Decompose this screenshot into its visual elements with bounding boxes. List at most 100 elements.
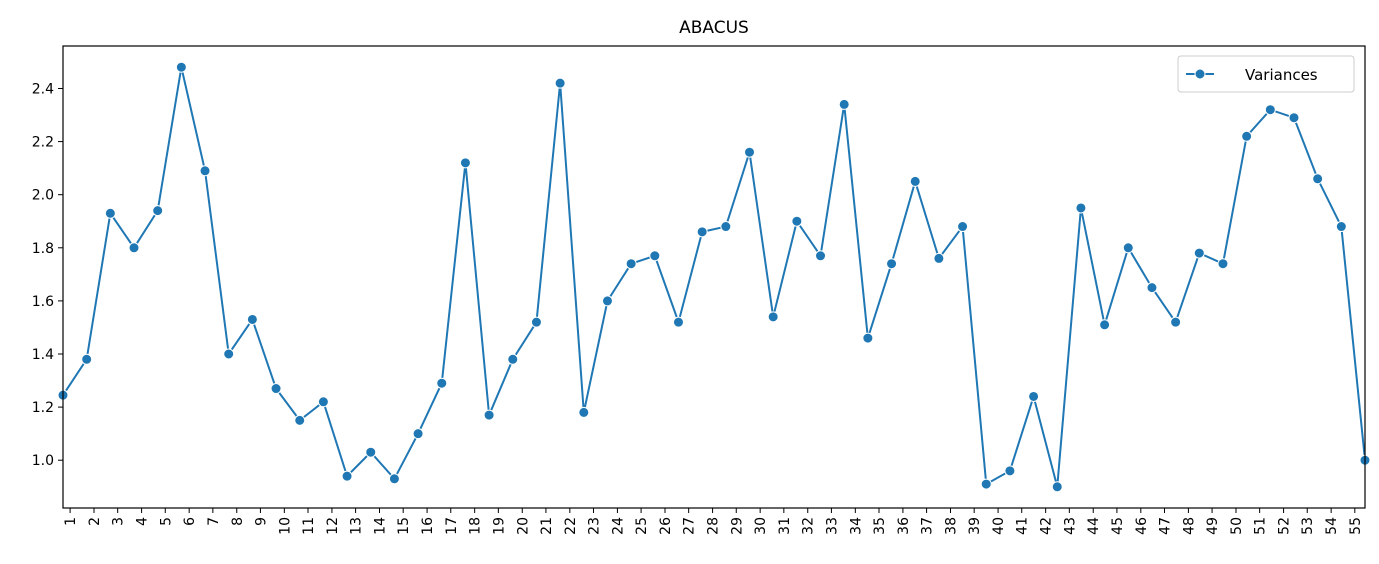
- data-point: [152, 205, 164, 217]
- y-tick-label: 1.8: [32, 241, 54, 257]
- x-tick-label: 32: [801, 517, 817, 535]
- x-tick-label: 52: [1277, 517, 1293, 535]
- x-tick-label: 45: [1110, 517, 1126, 535]
- x-tick-label: 30: [753, 517, 769, 535]
- x-tick-label: 49: [1205, 517, 1221, 535]
- x-tick-label: 39: [967, 517, 983, 535]
- x-tick-label: 15: [396, 517, 412, 535]
- data-point: [270, 383, 282, 395]
- x-tick-label: 46: [1134, 517, 1150, 535]
- data-point: [1312, 173, 1324, 185]
- x-tick-label: 55: [1348, 517, 1364, 535]
- x-tick-label: 36: [896, 517, 912, 535]
- y-tick-label: 1.6: [32, 294, 54, 310]
- x-tick-label: 17: [444, 517, 460, 535]
- x-tick-label: 34: [848, 517, 864, 535]
- data-point: [696, 226, 708, 238]
- data-point: [601, 295, 613, 307]
- data-point: [767, 311, 779, 323]
- x-tick-label: 38: [943, 517, 959, 535]
- data-point: [909, 175, 921, 187]
- data-point: [199, 165, 211, 177]
- x-tick-label: 21: [539, 517, 555, 535]
- x-tick-label: 3: [111, 517, 127, 526]
- x-tick-label: 50: [1229, 517, 1245, 535]
- data-point: [507, 353, 519, 365]
- x-tick-label: 53: [1300, 517, 1316, 535]
- x-tick-label: 42: [1039, 517, 1055, 535]
- data-point: [223, 348, 235, 360]
- x-tick-label: 23: [587, 517, 603, 535]
- data-point: [1051, 481, 1063, 493]
- legend-box: [1177, 55, 1355, 93]
- x-tick-label: 9: [253, 517, 269, 526]
- x-tick-label: 4: [135, 517, 151, 526]
- legend-label: Variances: [1245, 66, 1318, 84]
- x-tick-label: 13: [349, 517, 365, 535]
- data-point: [459, 157, 471, 169]
- x-tick-label: 48: [1181, 517, 1197, 535]
- data-point: [933, 252, 945, 264]
- data-point: [980, 478, 992, 490]
- data-point: [672, 316, 684, 328]
- data-point: [365, 446, 377, 458]
- data-point: [1146, 282, 1158, 294]
- data-point: [791, 215, 803, 227]
- data-point: [625, 258, 637, 270]
- x-tick-label: 24: [610, 517, 626, 535]
- x-tick-label: 47: [1157, 517, 1173, 535]
- data-point: [246, 313, 258, 325]
- x-tick-label: 29: [729, 517, 745, 535]
- data-point: [578, 406, 590, 418]
- series-line: [62, 67, 1366, 488]
- y-tick-label: 2.0: [32, 188, 54, 204]
- data-point: [957, 221, 969, 233]
- x-tick-label: 33: [824, 517, 840, 535]
- data-point: [294, 414, 306, 426]
- data-point: [128, 242, 140, 254]
- data-point: [1028, 390, 1040, 402]
- x-tick-label: 51: [1253, 517, 1269, 535]
- data-point: [744, 146, 756, 158]
- data-point: [317, 396, 329, 408]
- data-point: [554, 77, 566, 89]
- x-tick-label: 8: [230, 517, 246, 526]
- x-tick-label: 14: [373, 517, 389, 535]
- data-point: [1264, 104, 1276, 116]
- data-point: [1122, 242, 1134, 254]
- x-tick-label: 16: [420, 517, 436, 535]
- data-point: [1241, 130, 1253, 142]
- x-tick-label: 35: [872, 517, 888, 535]
- x-tick-label: 25: [634, 517, 650, 535]
- x-tick-label: 6: [182, 517, 198, 526]
- data-point: [1288, 112, 1300, 124]
- data-point: [1004, 465, 1016, 477]
- x-tick-label: 18: [468, 517, 484, 535]
- data-point: [483, 409, 495, 421]
- x-tick-label: 11: [301, 517, 317, 535]
- data-point: [388, 473, 400, 485]
- data-point: [1099, 319, 1111, 331]
- x-tick-label: 22: [563, 517, 579, 535]
- data-point: [720, 221, 732, 233]
- data-point: [1075, 202, 1087, 214]
- data-point: [104, 207, 116, 219]
- x-tick-label: 27: [682, 517, 698, 535]
- data-point: [1193, 247, 1205, 259]
- x-tick-label: 44: [1086, 517, 1102, 535]
- x-tick-label: 19: [491, 517, 507, 535]
- y-tick-label: 1.2: [32, 400, 54, 416]
- x-tick-label: 54: [1324, 517, 1340, 535]
- x-tick-label: 43: [1062, 517, 1078, 535]
- plot-frame: [62, 45, 1366, 509]
- data-point: [838, 98, 850, 110]
- y-tick-label: 1.4: [32, 347, 54, 363]
- x-tick-label: 28: [706, 517, 722, 535]
- data-point: [175, 61, 187, 73]
- x-tick-label: 37: [920, 517, 936, 535]
- x-tick-label: 1: [63, 517, 79, 526]
- x-tick-label: 20: [515, 517, 531, 535]
- x-tick-label: 26: [658, 517, 674, 535]
- x-tick-label: 10: [277, 517, 293, 535]
